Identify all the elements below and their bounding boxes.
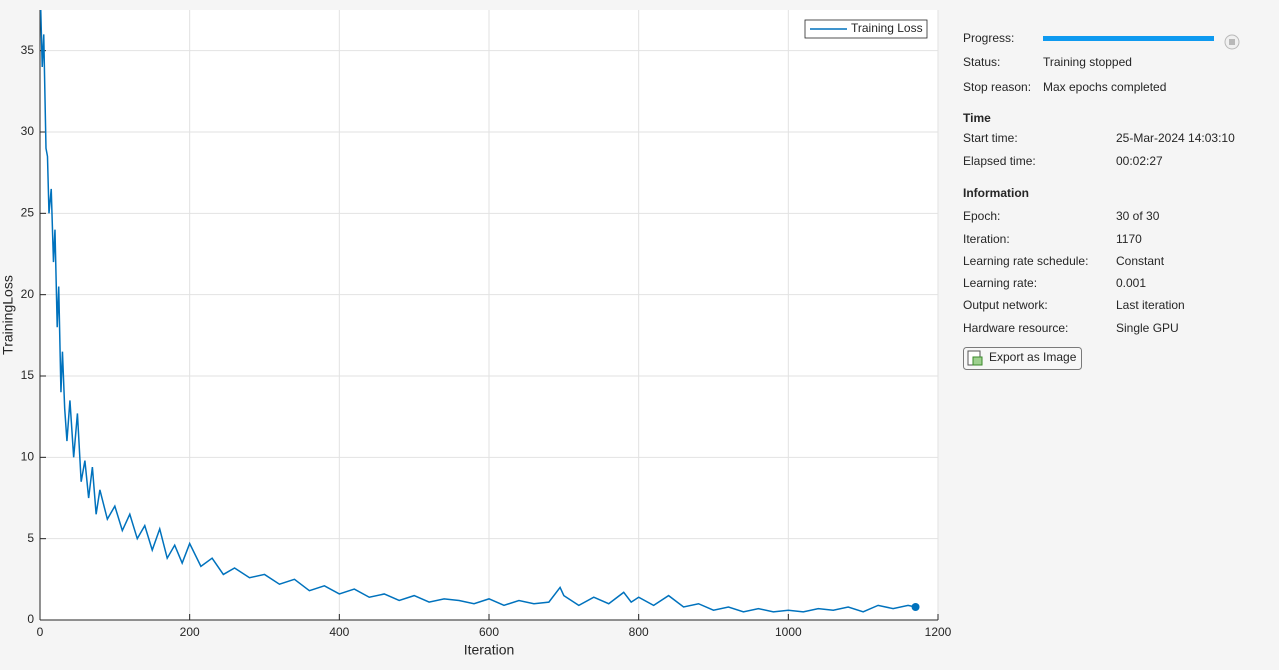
loss-line <box>40 9 916 613</box>
y-tick-label: 20 <box>21 287 35 301</box>
info-value: 1170 <box>1116 232 1142 246</box>
legend-label: Training Loss <box>851 21 923 35</box>
info-value: Single GPU <box>1116 321 1179 335</box>
info-label: Epoch: <box>963 209 1000 223</box>
x-tick-label: 1000 <box>775 625 802 639</box>
info-value: Constant <box>1116 254 1165 268</box>
info-value: 0.001 <box>1116 276 1146 290</box>
stop-icon <box>1229 39 1235 45</box>
info-label: Output network: <box>963 298 1048 312</box>
info-value: 30 of 30 <box>1116 209 1160 223</box>
y-tick-label: 15 <box>21 368 35 382</box>
info-label: Hardware resource: <box>963 321 1068 335</box>
export-button[interactable] <box>963 347 1082 370</box>
export-button-label: Export as Image <box>989 350 1077 364</box>
y-tick-label: 35 <box>21 43 35 57</box>
x-tick-label: 200 <box>180 625 200 639</box>
progress-bar <box>1043 36 1214 41</box>
progress-label: Progress: <box>963 31 1014 45</box>
x-tick-label: 1200 <box>925 625 952 639</box>
info-label: Start time: <box>963 131 1018 145</box>
status-value: Max epochs completed <box>1043 80 1166 94</box>
info-label: Elapsed time: <box>963 154 1036 168</box>
info-label: Learning rate schedule: <box>963 254 1088 268</box>
export-icon-inner <box>972 356 983 366</box>
y-tick-label: 25 <box>21 206 35 220</box>
y-tick-label: 5 <box>27 531 34 545</box>
info-value: Last iteration <box>1116 298 1185 312</box>
y-tick-label: 10 <box>21 450 35 464</box>
status-label: Stop reason: <box>963 80 1031 94</box>
info-label: Iteration: <box>963 232 1010 246</box>
x-tick-label: 400 <box>329 625 349 639</box>
x-tick-label: 0 <box>37 625 44 639</box>
info-panel: Progress: Status: Training stopped Stop rea… <box>963 31 1240 370</box>
info-value: 25-Mar-2024 14:03:10 <box>1116 131 1235 145</box>
status-label: Status: <box>963 55 1000 69</box>
x-tick-label: 800 <box>629 625 649 639</box>
x-tick-label: 600 <box>479 625 499 639</box>
y-axis-label: TrainingLoss <box>0 275 16 355</box>
section-title: Time <box>963 111 991 125</box>
chart: 0 5 10 15 20 25 30 35 0 200 400 600 800 1000 1200 Train… <box>21 9 952 639</box>
last-point-marker <box>911 602 920 611</box>
y-tick-label: 30 <box>21 124 35 138</box>
status-value: Training stopped <box>1043 55 1132 69</box>
info-value: 00:02:27 <box>1116 154 1163 168</box>
x-axis-label: Iteration <box>464 642 515 658</box>
section-title: Information <box>963 186 1029 200</box>
y-tick-label: 0 <box>27 612 34 626</box>
legend-box <box>804 19 928 39</box>
info-label: Learning rate: <box>963 276 1037 290</box>
